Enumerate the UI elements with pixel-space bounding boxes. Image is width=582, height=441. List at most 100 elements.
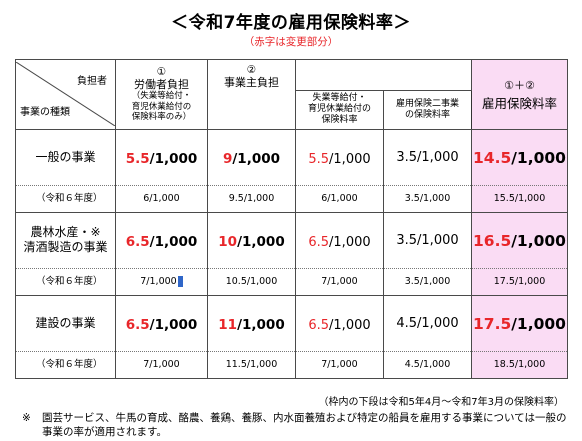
unemployment-rate: 6.5/1,000 [295, 211, 384, 269]
total-rate: 17.5/1,000 [471, 294, 568, 352]
prev-two-programs-rate: 3.5/1,000 [383, 184, 472, 213]
unemployment-rate: 5.5/1,000 [295, 128, 384, 186]
prev-label: （令和６年度） [15, 350, 116, 379]
unemployment-rate-num: 6.5 [308, 317, 330, 333]
footnote-mark: ※ [22, 412, 31, 424]
worker-rate-den: /1,000 [149, 233, 198, 250]
total-rate-den: /1,000 [511, 231, 566, 250]
unemployment-rate-num: 5.5 [308, 151, 330, 167]
total-rate-den: /1,000 [511, 314, 566, 333]
text-cursor [177, 276, 183, 287]
header-total-num: ①＋② [504, 78, 535, 92]
table-row: 一般の事業 5.5/1,000 9/1,000 5.5/1,000 3.5/1,… [15, 128, 568, 186]
worker-rate: 6.5/1,000 [115, 294, 208, 352]
worker-rate-den: /1,000 [149, 316, 198, 333]
page-subtitle: （赤字は変更部分） [243, 36, 339, 48]
prev-label: （令和６年度） [15, 267, 116, 296]
header-employer-blank [207, 90, 296, 130]
employer-rate-den: /1,000 [232, 150, 281, 167]
prev-total-rate: 18.5/1,000 [471, 350, 568, 379]
employer-rate-num: 11 [218, 316, 238, 333]
two-programs-rate: 3.5/1,000 [383, 211, 472, 269]
row-label: 一般の事業 [15, 128, 116, 186]
total-rate-num: 14.5 [473, 148, 512, 167]
table-row: 建設の事業 6.5/1,000 11/1,000 6.5/1,000 4.5/1… [15, 294, 568, 352]
header-sub-unemployment: 失業等給付・ 育児休業給付の 保険料率 [295, 89, 384, 130]
footnote-exception: ※ 園芸サービス、牛馬の育成、酪農、養鶏、養豚、内水面養殖および特定の船員を雇用… [22, 411, 570, 439]
worker-rate-num: 5.5 [125, 150, 150, 167]
total-rate-num: 17.5 [473, 314, 512, 333]
worker-rate-num: 6.5 [125, 233, 150, 250]
total-rate: 16.5/1,000 [471, 211, 568, 269]
row-label: 建設の事業 [15, 294, 116, 352]
employer-rate-num: 9 [222, 150, 233, 167]
row-label-line2: 清酒製造の事業 [23, 240, 108, 254]
employer-rate-den: /1,000 [237, 233, 285, 250]
header-employer: ② 事業主負担 [207, 59, 296, 90]
header-sub-unemployment-line2: 育児休業給付の [307, 104, 371, 114]
header-employer-num: ② [246, 64, 257, 76]
worker-rate-num: 6.5 [125, 316, 150, 333]
corner-diagonal-line [16, 62, 115, 127]
prev-unemployment-rate: 6/1,000 [295, 184, 384, 213]
total-rate: 14.5/1,000 [471, 128, 568, 186]
prev-worker-rate-value: 7/1,000 [140, 276, 177, 287]
total-rate-num: 16.5 [473, 231, 512, 250]
two-programs-rate: 3.5/1,000 [383, 128, 472, 186]
prev-employer-rate: 11.5/1,000 [207, 350, 296, 379]
prev-employer-rate: 9.5/1,000 [207, 184, 296, 213]
table-row: 農林水産・※ 清酒製造の事業 6.5/1,000 10/1,000 6.5/1,… [15, 211, 568, 269]
header-employer-spacer [295, 59, 472, 91]
prev-unemployment-rate: 7/1,000 [295, 350, 384, 379]
row-label-line1: 一般の事業 [35, 149, 96, 164]
table-row-previous: （令和６年度） 7/1,000 11.5/1,000 7/1,000 4.5/1… [15, 350, 568, 379]
prev-label: （令和６年度） [15, 184, 116, 213]
unemployment-rate-den: /1,000 [329, 317, 371, 333]
header-sub-unemployment-line3: 保険料率 [321, 115, 358, 125]
row-label-line1: 建設の事業 [35, 315, 96, 330]
worker-rate: 5.5/1,000 [115, 128, 208, 186]
prev-worker-rate: 7/1,000 [115, 350, 208, 379]
header-worker-label: 労働者負担 [134, 78, 189, 91]
employer-rate: 10/1,000 [207, 211, 296, 269]
header-sub-unemployment-line1: 失業等給付・ [312, 93, 367, 103]
prev-total-rate: 17.5/1,000 [471, 267, 568, 296]
insurance-rate-table: 負担者 事業の種類 ① 労働者負担 （失業等給付・ 育児休業給付の 保険料率のみ… [15, 59, 568, 379]
header-total: ①＋② 雇用保険料率 [471, 59, 568, 130]
prev-unemployment-rate: 7/1,000 [295, 267, 384, 296]
header-business-type-label: 事業の種類 [20, 107, 70, 119]
header-total-label: 雇用保険料率 [481, 95, 557, 111]
employer-rate: 9/1,000 [207, 128, 296, 186]
header-worker-note-2: 育児休業給付の [131, 101, 192, 112]
prev-total-rate: 15.5/1,000 [471, 184, 568, 213]
prev-two-programs-rate: 4.5/1,000 [383, 350, 472, 379]
page-title: ＜令和7年度の雇用保険料率＞ [171, 13, 411, 33]
header-payer-label: 負担者 [77, 76, 107, 88]
employer-rate-num: 10 [218, 233, 238, 250]
table-row-previous: （令和６年度） 7/1,000 10.5/1,000 7/1,000 3.5/1… [15, 267, 568, 296]
two-programs-rate: 4.5/1,000 [383, 294, 472, 352]
prev-two-programs-rate: 3.5/1,000 [383, 267, 472, 296]
header-employer-label: 事業主負担 [224, 76, 279, 89]
unemployment-rate-num: 6.5 [308, 234, 330, 250]
row-label-line1: 農林水産・※ [30, 225, 101, 239]
row-label: 農林水産・※ 清酒製造の事業 [15, 211, 116, 269]
table-row-previous: （令和６年度） 6/1,000 9.5/1,000 6/1,000 3.5/1,… [15, 184, 568, 213]
worker-rate-den: /1,000 [149, 150, 198, 167]
header-worker-note-3: 保険料率のみ） [131, 112, 192, 122]
header-worker-num: ① [156, 66, 167, 78]
header-worker-note-1: （失業等給付・ [131, 91, 192, 101]
total-rate-den: /1,000 [511, 148, 566, 167]
prev-worker-rate: 6/1,000 [115, 184, 208, 213]
unemployment-rate: 6.5/1,000 [295, 294, 384, 352]
header-sub-two-programs-line1: 雇用保険二事業 [395, 98, 459, 109]
prev-employer-rate: 10.5/1,000 [207, 267, 296, 296]
unemployment-rate-den: /1,000 [329, 234, 371, 250]
worker-rate: 6.5/1,000 [115, 211, 208, 269]
unemployment-rate-den: /1,000 [329, 151, 371, 167]
footnote-text: 園芸サービス、牛馬の育成、酪農、養鶏、養豚、内水面養殖および特定の船員を雇用する… [42, 412, 567, 438]
header-worker: ① 労働者負担 （失業等給付・ 育児休業給付の 保険料率のみ） [115, 59, 208, 130]
employer-rate-den: /1,000 [237, 316, 285, 333]
header-sub-two-programs-line2: の保険料率 [404, 109, 450, 120]
footnote-period: （枠内の下段は令和5年4月～令和7年3月の保険料率） [318, 397, 564, 408]
